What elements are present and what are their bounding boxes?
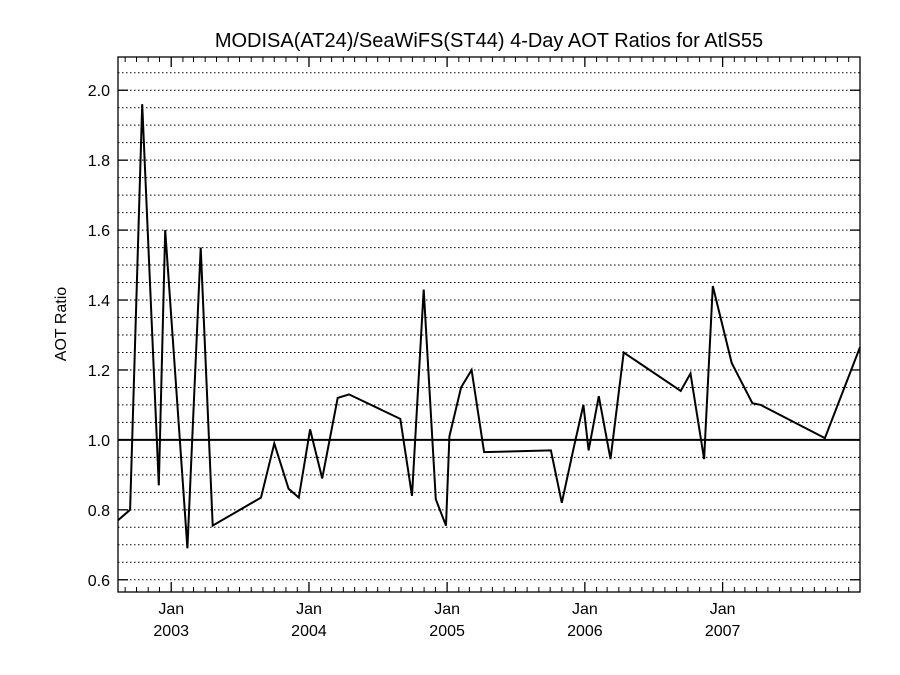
x-tick-label-month: Jan — [434, 601, 460, 618]
y-tick-label: 1.4 — [88, 293, 110, 310]
x-tick-label-year: 2006 — [567, 623, 603, 640]
y-tick-label: 1.8 — [88, 153, 110, 170]
series-line — [117, 104, 861, 549]
x-tick-label-month: Jan — [572, 601, 598, 618]
plot-frame — [117, 56, 861, 593]
grid-lines — [118, 72, 860, 581]
x-tick-label-month: Jan — [158, 601, 184, 618]
x-tick-label-month: Jan — [296, 601, 322, 618]
x-tick-label-year: 2007 — [705, 623, 741, 640]
y-tick-label: 1.2 — [88, 363, 110, 380]
y-tick-label: 0.8 — [88, 503, 110, 520]
x-tick-label-year: 2003 — [153, 623, 189, 640]
y-tick-label: 2.0 — [88, 83, 110, 100]
x-tick-label-year: 2004 — [291, 623, 327, 640]
x-tick-label-year: 2005 — [429, 623, 465, 640]
chart-title: MODISA(AT24)/SeaWiFS(ST44) 4-Day AOT Rat… — [214, 30, 764, 52]
y-tick-label: 1.0 — [88, 433, 110, 450]
y-tick-label: 0.6 — [88, 573, 110, 590]
axis-ticks: 0.6 0.8 1.0 1.2 1.4 1.6 1.8 2.0 Jan 2003 Jan 2004 Ja… — [88, 57, 860, 640]
x-tick-label-month: Jan — [710, 601, 736, 618]
series-layer — [117, 104, 861, 549]
y-tick-label: 1.6 — [88, 223, 110, 240]
